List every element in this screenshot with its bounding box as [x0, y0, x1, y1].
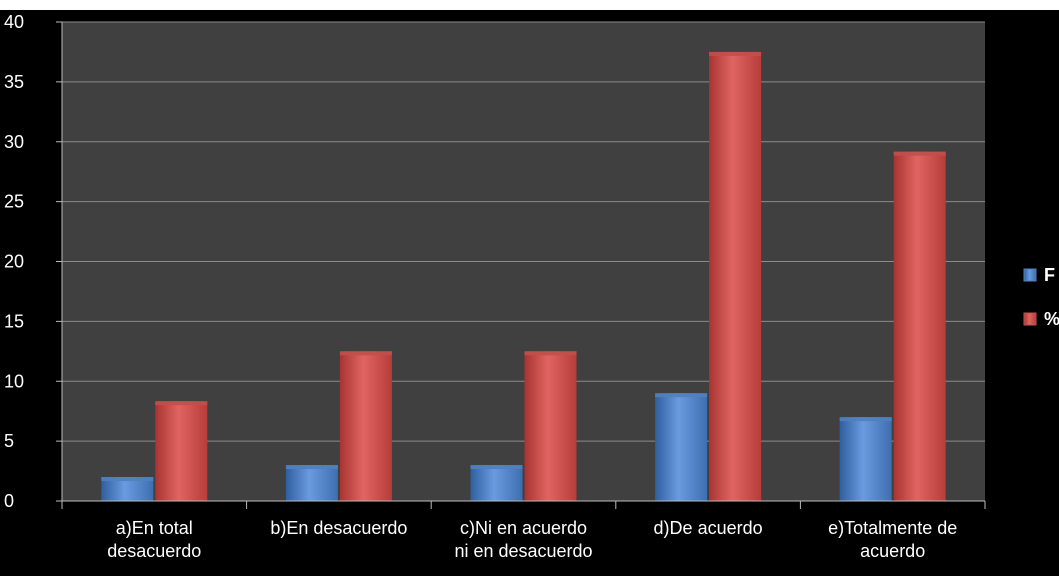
bar-pct-0 — [155, 401, 208, 501]
bar-top — [893, 151, 946, 156]
x-category-label: acuerdo — [860, 541, 925, 561]
bar-body — [839, 417, 892, 501]
bar-chart: 0 5 10 15 20 25 30 35 40 a)En total desacuerdo b)E… — [4, 12, 1059, 561]
y-tick-label: 20 — [4, 252, 24, 272]
bar-f-2 — [470, 465, 523, 501]
y-axis-ticks: 0 5 10 15 20 25 30 35 40 — [4, 12, 24, 511]
x-category-label: desacuerdo — [107, 541, 201, 561]
x-category-label: e)Totalmente de — [828, 518, 957, 538]
bar-body — [155, 401, 208, 501]
bar-top — [524, 351, 577, 356]
bar-pct-1 — [339, 351, 392, 501]
legend-label: F — [1044, 265, 1055, 285]
legend-item-0: F — [1023, 265, 1055, 285]
bar-top — [470, 465, 523, 470]
bar-body — [655, 393, 708, 501]
bar-body — [893, 151, 946, 501]
bar-pct-2 — [524, 351, 577, 501]
legend: F% — [1023, 265, 1059, 329]
y-tick-label: 0 — [4, 491, 14, 511]
bar-body — [101, 477, 154, 501]
x-category-label: c)Ni en acuerdo — [460, 518, 587, 538]
x-category-label: b)En desacuerdo — [270, 518, 407, 538]
bar-pct-3 — [709, 51, 762, 501]
bar-top — [709, 51, 762, 56]
bar-top — [839, 417, 892, 422]
legend-item-1: % — [1023, 309, 1059, 329]
bar-f-1 — [285, 465, 338, 501]
gridlines — [56, 21, 985, 502]
x-category-label: ni en desacuerdo — [454, 541, 592, 561]
legend-swatch — [1023, 312, 1037, 326]
x-category-label: d)De acuerdo — [654, 518, 763, 538]
axes — [61, 22, 986, 509]
bar-body — [470, 465, 523, 501]
legend-label: % — [1044, 309, 1059, 329]
bar-top — [155, 401, 208, 406]
bar-body — [524, 351, 577, 501]
y-tick-label: 15 — [4, 311, 24, 331]
y-tick-label: 5 — [4, 431, 14, 451]
bar-body — [285, 465, 338, 501]
bar-f-4 — [839, 417, 892, 501]
bar-pct-4 — [893, 151, 946, 501]
y-tick-label: 10 — [4, 371, 24, 391]
bar-f-3 — [655, 393, 708, 501]
bar-top — [339, 351, 392, 356]
bars — [101, 51, 946, 501]
bar-f-0 — [101, 477, 154, 501]
x-axis-categories: a)En total desacuerdo b)En desacuerdo c)Ni … — [107, 518, 957, 561]
bar-body — [339, 351, 392, 501]
chart-frame: 0 5 10 15 20 25 30 35 40 a)En total desacuerdo b)E… — [0, 10, 1059, 576]
y-tick-label: 25 — [4, 192, 24, 212]
bar-top — [655, 393, 708, 398]
legend-swatch — [1023, 268, 1037, 282]
y-tick-label: 35 — [4, 72, 24, 92]
y-tick-label: 30 — [4, 132, 24, 152]
bar-body — [709, 51, 762, 501]
x-category-label: a)En total — [116, 518, 193, 538]
y-tick-label: 40 — [4, 12, 24, 32]
bar-top — [285, 465, 338, 470]
bar-top — [101, 477, 154, 482]
